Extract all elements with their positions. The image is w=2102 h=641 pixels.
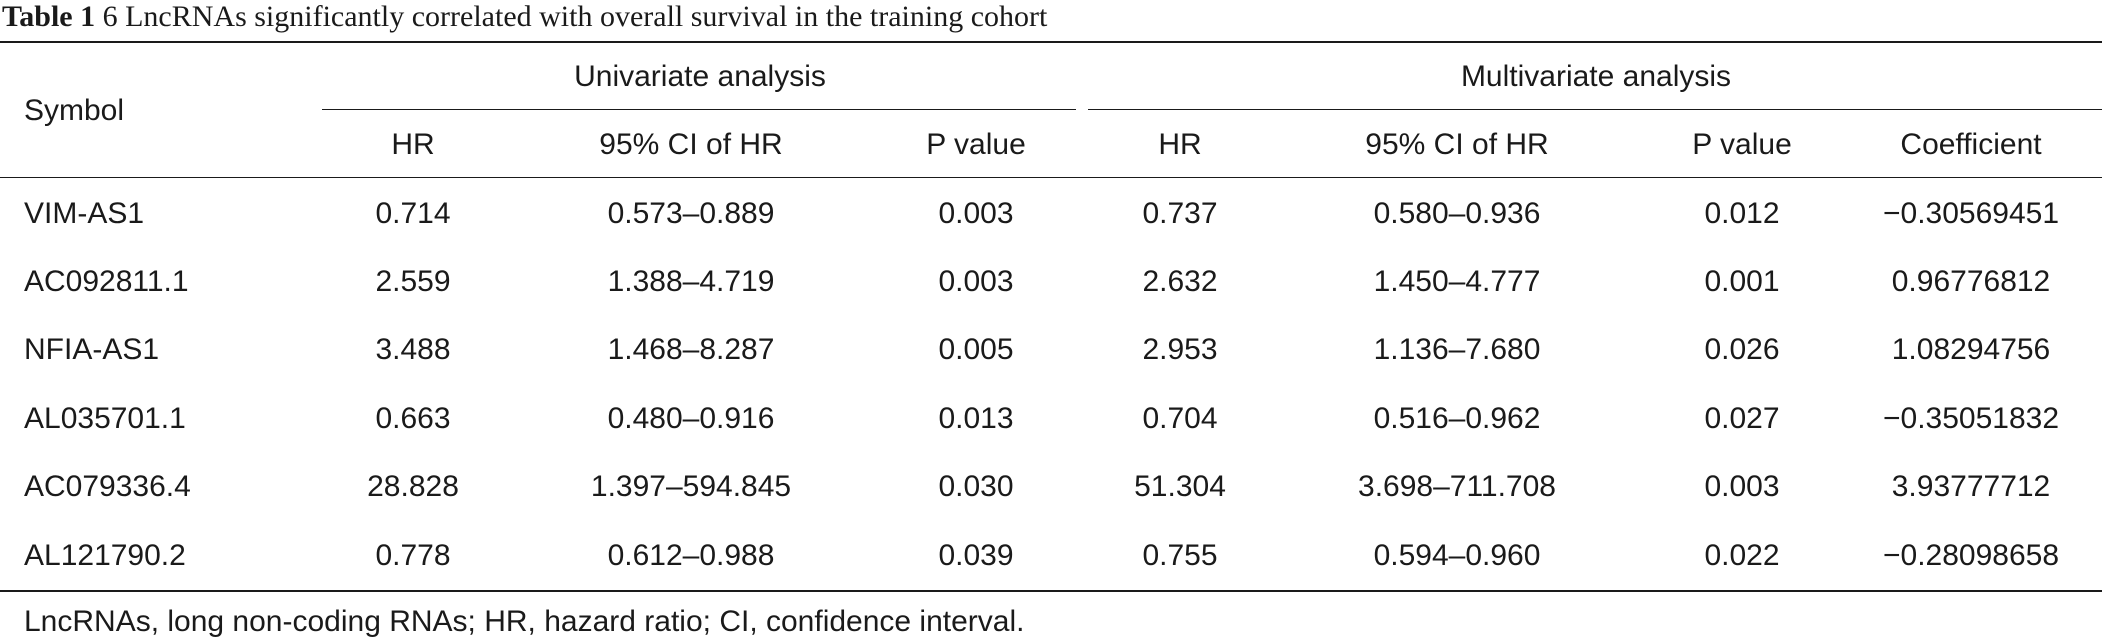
- cell-multi-ci: 3.698–711.708: [1358, 470, 1556, 503]
- row-symbol: VIM-AS1: [24, 197, 145, 230]
- header-bottom-rule: [0, 177, 2102, 178]
- cell-multi-p: 0.027: [1704, 402, 1780, 435]
- header-col-multi-ci: 95% CI of HR: [1365, 128, 1549, 161]
- cell-uni-ci: 0.612–0.988: [607, 539, 775, 572]
- cell-multi-p: 0.022: [1704, 539, 1780, 572]
- cell-uni-hr: 0.778: [375, 539, 451, 572]
- header-col-uni-ci: 95% CI of HR: [599, 128, 783, 161]
- cell-multi-ci: 0.594–0.960: [1373, 539, 1541, 572]
- cell-multi-ci: 1.450–4.777: [1373, 265, 1541, 298]
- header-col-multi-p: P value: [1692, 128, 1792, 161]
- table-caption: Table 1 6 LncRNAs significantly correlat…: [2, 0, 1047, 34]
- cell-multi-ci: 1.136–7.680: [1373, 333, 1541, 366]
- cell-uni-ci: 0.573–0.889: [607, 197, 775, 230]
- cell-multi-p: 0.003: [1704, 470, 1780, 503]
- header-col-uni-p: P value: [926, 128, 1026, 161]
- cell-multi-hr: 0.704: [1142, 402, 1218, 435]
- cell-multi-ci: 0.516–0.962: [1373, 402, 1541, 435]
- cell-coefficient: 1.08294756: [1891, 333, 2051, 366]
- cell-coefficient: 0.96776812: [1891, 265, 2051, 298]
- cell-multi-hr: 0.737: [1142, 197, 1218, 230]
- row-symbol: AL035701.1: [24, 402, 186, 435]
- cell-uni-p: 0.003: [938, 197, 1014, 230]
- header-col-coefficient: Coefficient: [1900, 128, 2042, 161]
- cell-multi-hr: 51.304: [1134, 470, 1226, 503]
- cell-uni-hr: 3.488: [375, 333, 451, 366]
- cell-uni-ci: 0.480–0.916: [607, 402, 775, 435]
- cell-coefficient: 3.93777712: [1891, 470, 2051, 503]
- header-symbol: Symbol: [24, 94, 125, 127]
- cell-multi-hr: 2.632: [1142, 265, 1218, 298]
- cell-uni-p: 0.003: [938, 265, 1014, 298]
- cell-uni-p: 0.013: [938, 402, 1014, 435]
- cell-coefficient: −0.35051832: [1882, 402, 2060, 435]
- cell-multi-ci: 0.580–0.936: [1373, 197, 1541, 230]
- caption-text: 6 LncRNAs significantly correlated with …: [102, 0, 1048, 33]
- cell-multi-p: 0.001: [1704, 265, 1780, 298]
- table-bottom-rule: [0, 590, 2102, 592]
- table-top-rule: [0, 41, 2102, 43]
- cell-uni-p: 0.030: [938, 470, 1014, 503]
- header-col-multi-hr: HR: [1158, 128, 1202, 161]
- row-symbol: AC079336.4: [24, 470, 191, 503]
- header-group-multivariate: Multivariate analysis: [1460, 60, 1732, 93]
- cell-uni-p: 0.039: [938, 539, 1014, 572]
- cell-uni-hr: 28.828: [367, 470, 459, 503]
- caption-label: Table 1: [2, 0, 96, 33]
- header-group-univariate: Univariate analysis: [574, 60, 826, 93]
- cell-coefficient: −0.30569451: [1882, 197, 2060, 230]
- cell-multi-p: 0.026: [1704, 333, 1780, 366]
- row-symbol: AL121790.2: [24, 539, 186, 572]
- multivariate-group-rule: [1088, 109, 2102, 110]
- cell-uni-ci: 1.397–594.845: [590, 470, 792, 503]
- row-symbol: NFIA-AS1: [24, 333, 160, 366]
- cell-multi-hr: 2.953: [1142, 333, 1218, 366]
- univariate-group-rule: [322, 109, 1076, 110]
- cell-uni-p: 0.005: [938, 333, 1014, 366]
- cell-uni-ci: 1.388–4.719: [607, 265, 775, 298]
- cell-uni-hr: 0.663: [375, 402, 451, 435]
- cell-multi-p: 0.012: [1704, 197, 1780, 230]
- header-col-uni-hr: HR: [391, 128, 435, 161]
- cell-multi-hr: 0.755: [1142, 539, 1218, 572]
- cell-coefficient: −0.28098658: [1882, 539, 2060, 572]
- row-symbol: AC092811.1: [24, 265, 189, 298]
- cell-uni-hr: 0.714: [375, 197, 451, 230]
- cell-uni-ci: 1.468–8.287: [607, 333, 775, 366]
- table-footnote: LncRNAs, long non-coding RNAs; HR, hazar…: [24, 605, 1025, 638]
- cell-uni-hr: 2.559: [375, 265, 451, 298]
